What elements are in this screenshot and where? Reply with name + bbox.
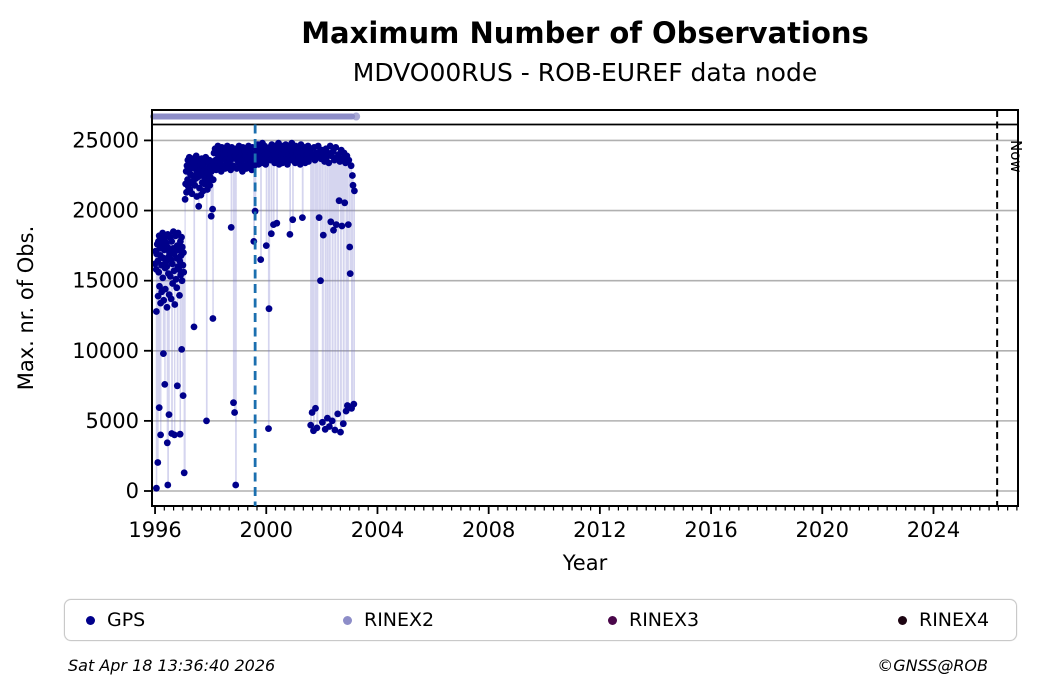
svg-text:2004: 2004 [351, 518, 404, 542]
svg-text:15000: 15000 [72, 269, 139, 293]
legend-entry-gps: GPS [86, 600, 145, 640]
legend-entry-rinex2: RINEX2 [343, 600, 434, 640]
legend-label-rinex3: RINEX3 [629, 609, 700, 631]
now-label: Now [1007, 140, 1025, 173]
legend-label-rinex2: RINEX2 [364, 609, 435, 631]
svg-text:2016: 2016 [684, 518, 737, 542]
legend-entry-rinex3: RINEX3 [608, 600, 699, 640]
svg-text:0: 0 [126, 479, 139, 503]
svg-text:2008: 2008 [462, 518, 515, 542]
timestamp-text: Sat Apr 18 13:36:40 2026 [68, 656, 276, 675]
y-axis-label: Max. nr. of Obs. [14, 226, 38, 391]
svg-text:5000: 5000 [86, 409, 139, 433]
svg-text:2024: 2024 [907, 518, 960, 542]
x-axis-label: Year [562, 551, 608, 575]
svg-text:1996: 1996 [128, 518, 181, 542]
svg-text:10000: 10000 [72, 339, 139, 363]
legend-entry-rinex4: RINEX4 [898, 600, 989, 640]
svg-text:25000: 25000 [72, 128, 139, 152]
chart-subtitle: MDVO00RUS - ROB-EUREF data node [352, 58, 818, 87]
svg-text:20000: 20000 [72, 199, 139, 223]
svg-text:2012: 2012 [573, 518, 626, 542]
legend-label-rinex4: RINEX4 [919, 609, 990, 631]
svg-text:2000: 2000 [240, 518, 293, 542]
svg-text:2020: 2020 [796, 518, 849, 542]
rinex3-marker-icon [608, 615, 617, 625]
gps-marker-icon [86, 615, 95, 625]
legend-label-gps: GPS [107, 609, 146, 631]
legend: GPS RINEX2 RINEX3 RINEX4 [64, 599, 1017, 641]
credit-text: ©GNSS@ROB [877, 656, 988, 675]
rinex2-marker-icon [343, 615, 352, 625]
chart-title: Maximum Number of Observations [301, 16, 869, 50]
rinex4-marker-icon [898, 615, 907, 625]
